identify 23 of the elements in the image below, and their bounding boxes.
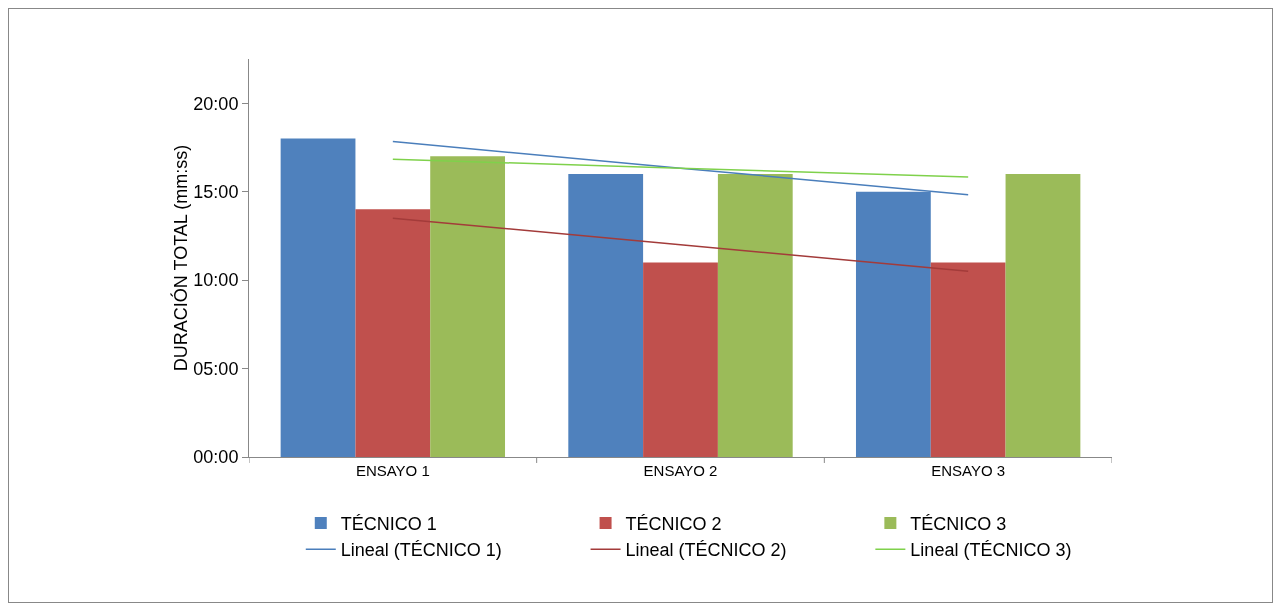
bar bbox=[355, 209, 431, 457]
y-tick-label: 05:00 bbox=[193, 358, 239, 379]
y-tick-label: 10:00 bbox=[193, 270, 239, 291]
legend-label: TÉCNICO 2 bbox=[625, 513, 722, 534]
x-tick-label: ENSAYO 3 bbox=[931, 462, 1006, 479]
x-tick-label: ENSAYO 2 bbox=[643, 462, 718, 479]
legend-label: Lineal (TÉCNICO 2) bbox=[625, 540, 787, 561]
bar bbox=[1005, 173, 1081, 457]
y-tick-label: 20:00 bbox=[193, 93, 239, 114]
x-tick-label: ENSAYO 1 bbox=[355, 462, 430, 479]
y-axis-title: DURACIÓN TOTAL (mm:ss) bbox=[170, 144, 192, 372]
bar bbox=[568, 173, 644, 457]
bar bbox=[643, 262, 718, 457]
bar bbox=[717, 173, 793, 457]
y-tick-label: 00:00 bbox=[193, 447, 239, 468]
bar bbox=[280, 138, 356, 457]
bar bbox=[430, 156, 506, 457]
legend-label: Lineal (TÉCNICO 1) bbox=[340, 540, 502, 561]
bar bbox=[930, 262, 1006, 457]
legend-label: TÉCNICO 1 bbox=[340, 513, 437, 534]
legend-label: Lineal (TÉCNICO 3) bbox=[910, 540, 1072, 561]
y-tick-label: 15:00 bbox=[193, 181, 239, 202]
legend-label: TÉCNICO 3 bbox=[910, 513, 1007, 534]
